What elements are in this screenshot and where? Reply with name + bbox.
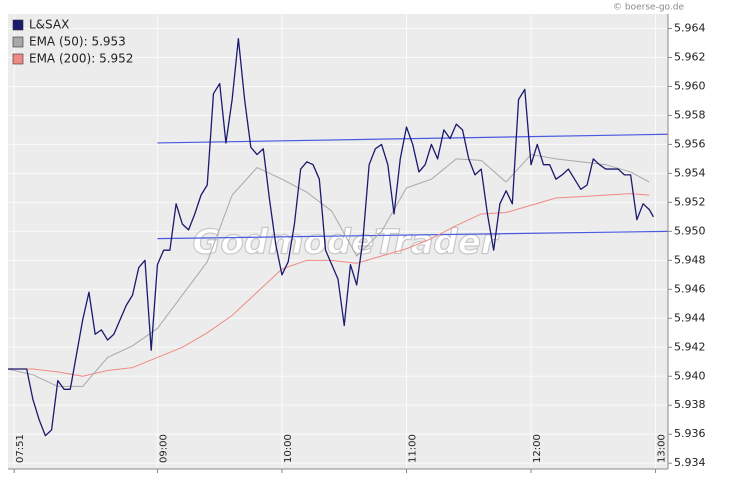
y-tick-label: 5.940: [674, 369, 706, 382]
legend-swatch: [12, 19, 24, 31]
y-tick-label: 5.946: [674, 282, 706, 295]
y-tick-label: 5.958: [674, 108, 706, 121]
series-line: [8, 37, 655, 437]
y-tick-label: 5.962: [674, 50, 706, 63]
x-tick-label: 11:00: [407, 434, 418, 463]
x-tick-label: 10:00: [283, 434, 294, 463]
y-tick-label: 5.952: [674, 195, 706, 208]
y-tick-label: 5.956: [674, 137, 706, 150]
y-tick-label: 5.960: [674, 79, 706, 92]
y-tick-label: 5.950: [674, 224, 706, 237]
y-tick-label: 5.938: [674, 398, 706, 411]
y-tick-label: 5.944: [674, 311, 706, 324]
watermark: GodmodeTrader: [192, 223, 499, 263]
legend-label: EMA (200): 5.952: [29, 52, 133, 66]
trend-line: [157, 230, 669, 240]
marks: [7, 37, 669, 437]
x-tick-label: 13:00: [657, 434, 668, 463]
legend: L&SAX EMA (50): 5.953 EMA (200): 5.952: [12, 18, 133, 66]
x-tick-label: 07:51: [15, 434, 26, 463]
legend-label: EMA (50): 5.953: [29, 35, 126, 49]
plot-area: [8, 14, 668, 469]
series-line: [7, 154, 650, 387]
y-tick-label: 5.936: [674, 427, 706, 440]
x-tick-label: 12:00: [532, 434, 543, 463]
series-line: [8, 193, 650, 377]
y-tick-label: 5.954: [674, 166, 706, 179]
y-tick-label: 5.934: [674, 456, 706, 469]
legend-swatch: [12, 53, 24, 65]
legend-swatch: [12, 36, 24, 48]
y-tick-label: 5.948: [674, 253, 706, 266]
y-tick-label: 5.942: [674, 340, 706, 353]
y-tick-label: 5.964: [674, 21, 706, 34]
legend-label: L&SAX: [29, 18, 69, 32]
copyright: © boerse-go.de: [613, 3, 684, 13]
x-tick-label: 09:00: [158, 434, 169, 463]
grid: [8, 14, 668, 469]
trend-line: [157, 133, 669, 144]
